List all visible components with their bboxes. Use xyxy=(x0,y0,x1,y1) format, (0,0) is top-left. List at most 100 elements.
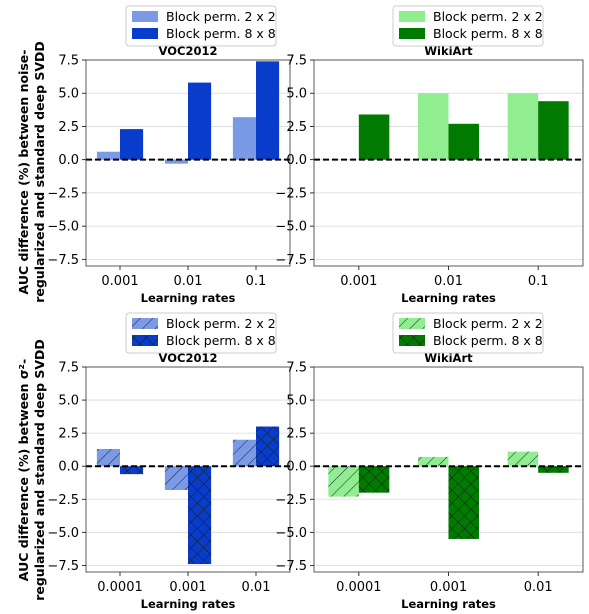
chart-title: WikiArt xyxy=(424,351,473,365)
y-tick-label: 5.0 xyxy=(286,394,307,409)
y-tick-label: 0.0 xyxy=(58,153,79,168)
axes-frame xyxy=(85,366,291,573)
bar-block-8x8-0.01 xyxy=(188,82,212,160)
bar-hatch xyxy=(232,439,256,467)
legend-box xyxy=(392,5,544,47)
x-tick-label: 0.01 xyxy=(524,580,553,595)
y-tick-label: −2.5 xyxy=(47,493,79,508)
x-tick-label: 0.01 xyxy=(242,580,271,595)
x-axis-label: Learning rates xyxy=(141,291,236,305)
bar-block-2x2-0.1 xyxy=(507,93,539,160)
bar-hatch xyxy=(448,466,479,539)
legend-label: Block perm. 2 x 2 xyxy=(166,316,276,331)
row-1-ylabel-line-2: regularized and standard deep SVDD xyxy=(32,339,47,601)
chart-panel-2: 7.5 5.0 2.5 0.0 −2.5 −5.0 −7.5 0.0001 0.001 0.01 V… xyxy=(47,312,291,611)
y-tick-label: −7.5 xyxy=(275,253,307,268)
x-tick-label: 0.001 xyxy=(101,274,138,289)
bar-block-2x2-0.01 xyxy=(164,159,188,164)
x-tick-label: 0.01 xyxy=(174,274,203,289)
legend-swatch-hatch xyxy=(132,318,158,329)
legend-label: Block perm. 2 x 2 xyxy=(433,9,543,24)
y-tick-label: −2.5 xyxy=(47,186,79,201)
legend-box xyxy=(125,5,277,47)
x-tick-label: 0.0001 xyxy=(97,580,143,595)
y-tick-label: 7.5 xyxy=(286,361,307,376)
bar-block-2x2-0.1 xyxy=(232,117,256,160)
x-tick-label: 0.001 xyxy=(430,580,467,595)
legend-label: Block perm. 8 x 8 xyxy=(433,26,543,41)
y-tick-label: −2.5 xyxy=(275,186,307,201)
y-tick-label: −5.0 xyxy=(275,220,307,235)
legend-swatch xyxy=(399,28,425,39)
y-tick-label: 2.5 xyxy=(58,120,79,135)
axes-frame xyxy=(85,59,291,267)
legend-label: Block perm. 2 x 2 xyxy=(433,316,543,331)
bar-block-8x8-0.1 xyxy=(538,101,569,160)
x-axis-label: Learning rates xyxy=(401,597,496,611)
legend: Block perm. 2 x 2 Block perm. 8 x 8 xyxy=(125,5,277,47)
bar-hatch xyxy=(164,466,188,490)
y-tick-label: 2.5 xyxy=(58,427,79,442)
legend: Block perm. 2 x 2 Block perm. 8 x 8 xyxy=(392,312,544,354)
bar-hatch xyxy=(358,466,390,493)
bar-hatch xyxy=(188,466,212,565)
legend-label: Block perm. 8 x 8 xyxy=(433,333,543,348)
bar-block-8x8-0.001 xyxy=(120,129,144,160)
row-0-ylabel-line-1: AUC difference (%) between noise- xyxy=(16,50,31,295)
legend-swatch xyxy=(399,11,425,22)
y-tick-label: 7.5 xyxy=(58,361,79,376)
y-tick-label: −7.5 xyxy=(47,559,79,574)
bar-hatch xyxy=(538,466,569,473)
y-tick-label: −5.0 xyxy=(47,526,79,541)
x-tick-label: 0.0001 xyxy=(336,580,382,595)
y-tick-label: −2.5 xyxy=(275,493,307,508)
legend-label: Block perm. 8 x 8 xyxy=(166,333,276,348)
y-tick-label: −7.5 xyxy=(275,559,307,574)
bar-hatch xyxy=(418,456,449,467)
chart-title: VOC2012 xyxy=(159,351,218,365)
x-axis-label: Learning rates xyxy=(141,597,236,611)
y-tick-label: 7.5 xyxy=(286,54,307,69)
y-tick-label: 2.5 xyxy=(286,427,307,442)
bar-hatch xyxy=(328,466,359,497)
chart-title: WikiArt xyxy=(424,44,473,58)
y-tick-label: 5.0 xyxy=(286,87,307,102)
bar-block-2x2-0.01 xyxy=(418,93,449,160)
y-tick-label: 0.0 xyxy=(58,460,79,475)
bar-hatch xyxy=(256,426,280,467)
legend-swatch-hatch xyxy=(132,335,158,346)
row-0-ylabel-line-2: regularized and standard deep SVDD xyxy=(32,41,47,303)
legend-swatch-hatch xyxy=(399,318,425,329)
row-1-ylabel-line-1: AUC difference (%) between σ²- xyxy=(16,359,31,581)
x-tick-label: 0.001 xyxy=(340,274,377,289)
legend-swatch xyxy=(132,11,158,22)
y-tick-label: 5.0 xyxy=(58,394,79,409)
y-tick-label: −7.5 xyxy=(47,253,79,268)
bar-block-8x8-0.001 xyxy=(358,114,390,160)
y-tick-label: 7.5 xyxy=(58,54,79,69)
y-tick-label: 5.0 xyxy=(58,87,79,102)
legend-box xyxy=(125,312,277,354)
chart-title: VOC2012 xyxy=(159,44,218,58)
bar-hatch xyxy=(507,451,539,467)
x-tick-label: 0.1 xyxy=(246,274,267,289)
y-tick-label: 0.0 xyxy=(286,460,307,475)
chart-panel-0: 7.5 5.0 2.5 0.0 −2.5 −5.0 −7.5 0.001 0.01 0.1 VOC2… xyxy=(47,5,291,305)
bar-hatch xyxy=(96,449,120,467)
bar-hatch xyxy=(120,466,144,475)
chart-panels: 7.5 5.0 2.5 0.0 −2.5 −5.0 −7.5 0.001 0.01 0.1 VOC2… xyxy=(47,5,584,611)
legend: Block perm. 2 x 2 Block perm. 8 x 8 xyxy=(392,5,544,47)
legend-box xyxy=(392,312,544,354)
axes-frame xyxy=(313,366,584,573)
legend: Block perm. 2 x 2 Block perm. 8 x 8 xyxy=(125,312,277,354)
legend-swatch xyxy=(132,28,158,39)
chart-panel-1: 7.5 5.0 2.5 0.0 −2.5 −5.0 −7.5 0.001 0.01 0.1 Wiki… xyxy=(275,5,584,305)
y-tick-label: 0.0 xyxy=(286,153,307,168)
y-tick-label: −5.0 xyxy=(47,220,79,235)
bar-block-8x8-0.01 xyxy=(448,123,479,160)
x-axis-label: Learning rates xyxy=(401,291,496,305)
chart-panel-3: 7.5 5.0 2.5 0.0 −2.5 −5.0 −7.5 0.0001 0.001 0.01 W… xyxy=(275,312,584,611)
legend-label: Block perm. 8 x 8 xyxy=(166,26,276,41)
bar-block-2x2-0.001 xyxy=(96,151,120,160)
